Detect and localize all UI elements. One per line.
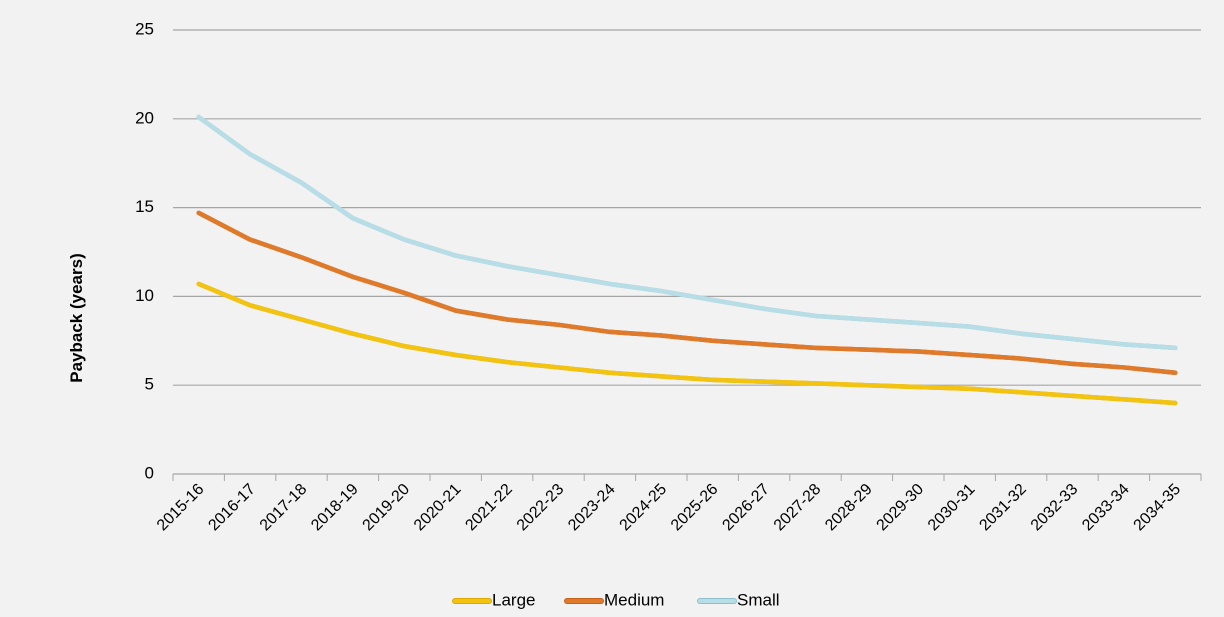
- y-tick-label: 0: [145, 463, 154, 482]
- y-tick-label: 15: [135, 197, 154, 216]
- y-tick-label: 20: [135, 108, 154, 127]
- legend-label-medium: Medium: [604, 590, 664, 609]
- legend: Large Medium Small: [452, 590, 780, 609]
- legend-label-large: Large: [492, 590, 535, 609]
- axes: [172, 473, 1202, 481]
- y-axis-title: Payback (years): [67, 253, 86, 382]
- series-line-large: [196, 281, 1178, 406]
- legend-label-small: Small: [737, 590, 780, 609]
- y-tick-label: 10: [135, 286, 154, 305]
- series-lines: [196, 114, 1178, 406]
- y-tick-label: 5: [145, 375, 154, 394]
- series-line-small: [196, 114, 1178, 351]
- y-tick-label: 25: [135, 19, 154, 38]
- series-line-medium: [196, 210, 1178, 376]
